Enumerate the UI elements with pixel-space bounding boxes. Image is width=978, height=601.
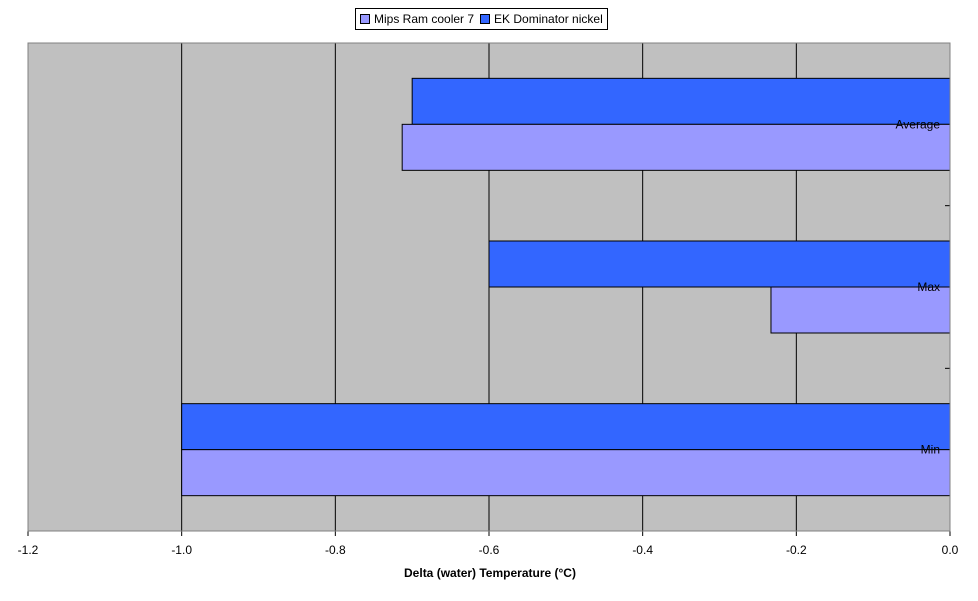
legend-item-ek: EK Dominator nickel [480, 12, 603, 26]
category-label: Max [917, 280, 940, 294]
x-axis-title: Delta (water) Temperature (°C) [404, 566, 576, 580]
bar-ek-average [411, 77, 951, 125]
bar-mips-average [401, 123, 951, 171]
legend-label-ek: EK Dominator nickel [494, 12, 603, 26]
category-label: Min [921, 443, 940, 457]
x-tick-label: -0.8 [325, 543, 346, 557]
bar-mips-min [181, 449, 951, 497]
category-label: Average [896, 117, 941, 131]
legend-swatch-mips [360, 14, 370, 24]
bar-mips-max [770, 286, 951, 334]
bar-ek-max [488, 240, 951, 288]
legend: Mips Ram cooler 7 EK Dominator nickel [355, 8, 608, 30]
bar-ek-min [181, 403, 951, 451]
x-tick-label: 0.0 [942, 543, 959, 557]
x-tick-label: -0.6 [479, 543, 500, 557]
legend-item-mips: Mips Ram cooler 7 [360, 12, 474, 26]
plot-border [27, 42, 951, 532]
x-tick-label: -0.4 [632, 543, 653, 557]
x-tick-label: -1.2 [18, 543, 39, 557]
legend-swatch-ek [480, 14, 491, 24]
legend-label-mips: Mips Ram cooler 7 [374, 12, 475, 26]
x-tick-label: -0.2 [786, 543, 807, 557]
x-tick-label: -1.0 [171, 543, 192, 557]
